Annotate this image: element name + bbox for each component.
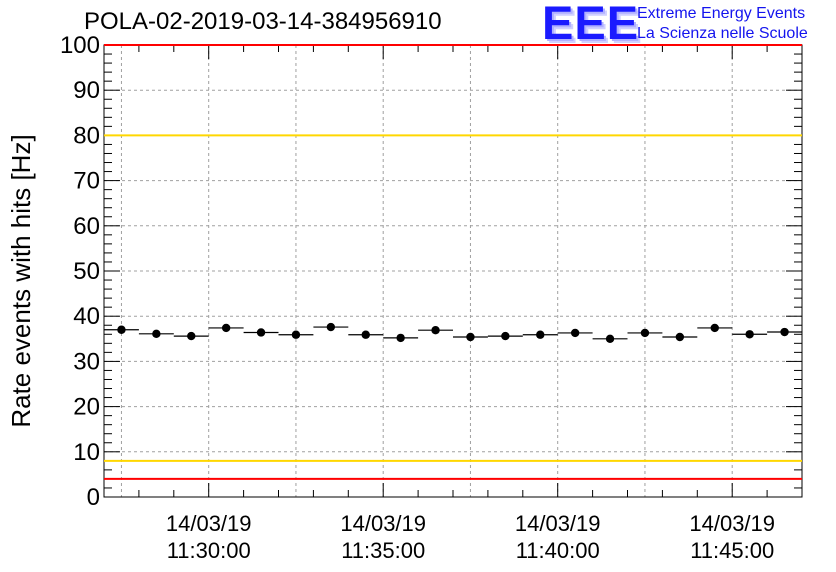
eee-logo: EEE <box>542 0 640 49</box>
y-axis-label: Rate events with hits [Hz] <box>6 134 36 427</box>
x-tick-label-date: 14/03/19 <box>166 511 252 536</box>
data-point <box>291 330 301 339</box>
data-point <box>605 334 615 343</box>
data-point <box>501 331 510 341</box>
x-tick-label-date: 14/03/19 <box>515 511 601 536</box>
data-point <box>256 328 266 337</box>
y-tick-label: 60 <box>73 213 100 240</box>
x-tick-label-time: 11:35:00 <box>341 538 425 563</box>
organization-line-1: Extreme Energy Events <box>637 5 806 22</box>
y-tick-label: 50 <box>73 258 100 285</box>
chart-title: POLA-02-2019-03-14-384956910 <box>84 8 442 35</box>
data-point <box>221 323 231 333</box>
data-point <box>536 330 545 339</box>
data-point <box>361 330 370 339</box>
y-tick-label: 10 <box>73 439 100 466</box>
y-tick-label: 40 <box>73 303 100 330</box>
x-tick-label-date: 14/03/19 <box>689 511 775 536</box>
y-tick-label: 20 <box>73 394 100 421</box>
y-tick-label: 0 <box>87 484 100 511</box>
y-tick-label: 90 <box>73 77 100 104</box>
x-tick-label-time: 11:45:00 <box>690 538 774 563</box>
data-point <box>570 328 580 338</box>
data-point <box>675 332 685 342</box>
data-point <box>466 332 475 342</box>
y-tick-label: 80 <box>73 122 100 149</box>
x-tick-label-time: 11:30:00 <box>167 538 251 563</box>
data-point <box>326 322 336 332</box>
data-point <box>640 328 650 338</box>
data-point <box>780 327 789 337</box>
data-point <box>187 331 196 341</box>
y-tick-label: 70 <box>73 168 100 195</box>
data-point <box>117 325 126 334</box>
y-tick-label: 100 <box>60 32 100 59</box>
organization-line-2: La Scienza nelle Scuole <box>637 25 808 42</box>
data-point <box>396 333 405 343</box>
data-point <box>710 323 719 333</box>
data-point <box>745 330 754 339</box>
x-tick-label-date: 14/03/19 <box>340 511 426 536</box>
data-point <box>431 326 440 335</box>
y-tick-label: 30 <box>73 348 100 375</box>
data-point <box>152 329 161 339</box>
organization-name: Extreme Energy Events La Scienza nelle S… <box>637 4 808 44</box>
x-tick-label-time: 11:40:00 <box>516 538 600 563</box>
